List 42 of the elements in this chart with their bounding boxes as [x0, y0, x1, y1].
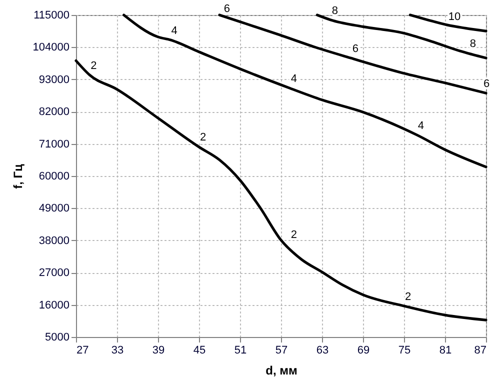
x-tick-label: 27: [76, 344, 89, 356]
annotation: 2: [90, 60, 97, 72]
annotation: 6: [484, 78, 490, 90]
annotation: 8: [470, 38, 476, 50]
y-tick-label: 115000: [34, 10, 70, 22]
x-tick-label: 45: [193, 344, 206, 356]
x-tick-label: 33: [111, 344, 124, 356]
y-tick-label: 38000: [38, 234, 70, 247]
annotation: 4: [418, 120, 424, 132]
line-series: [74, 59, 488, 322]
x-tick-label: 63: [316, 344, 329, 356]
x-tick-label: 51: [234, 344, 247, 356]
x-tick-label: 57: [275, 344, 288, 356]
annotation: 6: [224, 2, 230, 15]
annotation: 4: [290, 73, 297, 86]
line-series: [316, 14, 488, 60]
annotation: 10: [448, 10, 461, 23]
x-tick-label: 69: [357, 344, 370, 356]
y-tick-label: 5000: [45, 332, 70, 344]
annotation: 2: [290, 228, 297, 241]
y-tick-label: 49000: [38, 202, 70, 215]
y-tick-label: 60000: [38, 170, 70, 182]
annotation: 4: [171, 24, 178, 37]
x-tick-label: 39: [152, 344, 165, 356]
annotation: 2: [404, 290, 412, 303]
y-tick-label: 27000: [38, 267, 70, 280]
y-tick-label: 104000: [32, 42, 70, 54]
x-tick-label: 87: [474, 344, 486, 356]
annotation: 8: [332, 4, 338, 17]
x-tick-label: 75: [398, 344, 411, 356]
y-axis-title: f, Гц: [10, 163, 25, 189]
y-tick-label: 16000: [38, 299, 70, 312]
annotation: 6: [352, 43, 358, 56]
line-series: [122, 14, 488, 168]
x-tick-label: 81: [439, 344, 452, 356]
x-axis-title: d, мм: [266, 364, 298, 378]
annotation: 2: [200, 132, 206, 144]
y-tick-label: 93000: [38, 74, 70, 86]
line-series: [218, 14, 488, 94]
y-tick-label: 71000: [38, 138, 70, 150]
y-tick-label: 82000: [38, 106, 70, 118]
line-series: [408, 14, 488, 32]
